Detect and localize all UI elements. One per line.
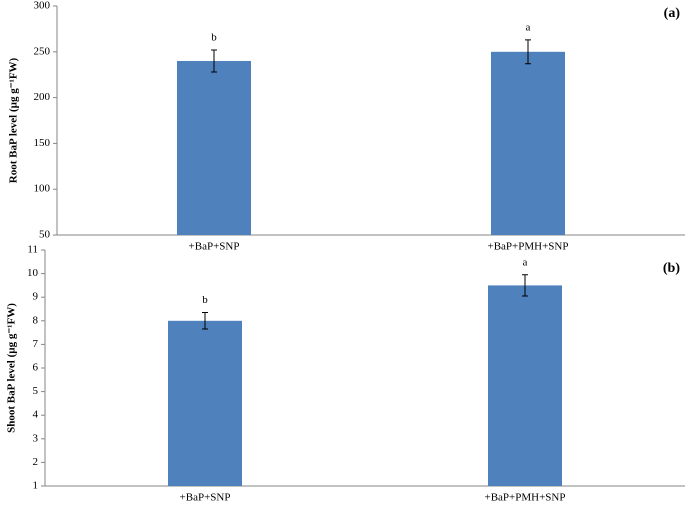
y-tick-label: 1: [33, 480, 39, 492]
y-tick-label: 250: [34, 45, 51, 57]
significance-letter: a: [523, 256, 528, 268]
error-bar: [202, 312, 208, 330]
bar: [488, 285, 562, 486]
bar: [491, 51, 565, 235]
y-tick-label: 200: [34, 91, 51, 103]
y-tick-label: 10: [27, 267, 39, 279]
x-tick-label: +BaP+SNP: [180, 492, 231, 504]
y-tick-label: 50: [39, 229, 51, 241]
panel-label: (b): [663, 261, 680, 276]
y-tick-label: 11: [27, 244, 38, 256]
y-axis-title: Shoot BaP level (µg g⁻¹FW): [6, 303, 18, 433]
bar: [168, 320, 242, 486]
y-tick-label: 300: [34, 0, 51, 12]
error-bar: [211, 49, 217, 73]
y-tick-label: 9: [33, 291, 39, 303]
x-tick-label: +BaP+PMH+SNP: [488, 241, 569, 253]
significance-letter: a: [526, 21, 531, 33]
y-tick-label: 4: [33, 409, 39, 421]
y-tick-label: 2: [33, 456, 39, 468]
y-tick-label: 3: [33, 432, 39, 444]
error-bar: [525, 39, 531, 65]
bar: [177, 60, 251, 236]
y-tick-label: 5: [33, 385, 39, 397]
y-tick-label: 6: [33, 362, 39, 374]
x-tick-label: +BaP+PMH+SNP: [485, 492, 566, 504]
x-tick-label: +BaP+SNP: [189, 241, 240, 253]
panel-label: (a): [664, 6, 681, 21]
error-bar: [522, 274, 528, 297]
y-tick-label: 7: [33, 338, 39, 350]
significance-letter: b: [202, 294, 208, 306]
y-tick-label: 100: [34, 183, 51, 195]
y-tick-label: 8: [33, 314, 39, 326]
significance-letter: b: [211, 31, 217, 43]
y-tick-label: 150: [34, 137, 51, 149]
y-axis-title: Root BaP level (µg g⁻¹FW): [8, 57, 20, 183]
